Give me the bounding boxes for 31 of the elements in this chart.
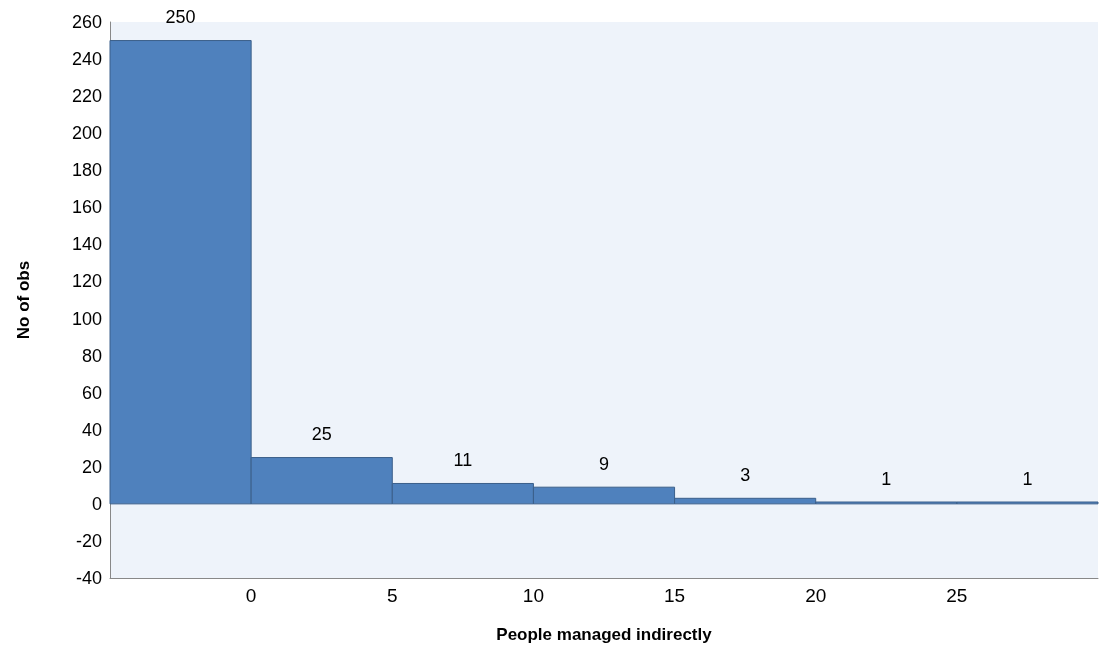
data-label: 250 [165, 7, 196, 28]
x-axis-title: People managed indirectly [496, 625, 713, 644]
y-tick-label: 0 [91, 493, 102, 514]
y-tick-label: 160 [71, 197, 102, 218]
data-label: 9 [598, 453, 610, 474]
y-tick-label: 80 [81, 345, 102, 366]
y-tick-label: 180 [71, 160, 102, 181]
x-tick-label: 5 [387, 585, 398, 606]
y-axis-title: No of obs [14, 260, 33, 340]
y-tick-label: 40 [81, 419, 102, 440]
y-tick-label: 100 [71, 308, 102, 329]
y-tick-label: -40 [75, 568, 102, 588]
y-tick-label: -20 [75, 530, 102, 551]
data-label: 3 [740, 464, 751, 485]
y-tick-label: 20 [81, 456, 102, 477]
data-label: 1 [1022, 468, 1033, 489]
y-tick-label: 200 [71, 123, 102, 144]
y-tick-label: 120 [71, 271, 102, 292]
y-tick-label: 60 [81, 382, 102, 403]
y-tick-label: 140 [71, 234, 102, 255]
x-tick-label: 25 [946, 585, 968, 606]
x-tick-label: 10 [522, 585, 544, 606]
data-label: 11 [453, 449, 473, 470]
y-tick-label: 220 [71, 86, 102, 107]
y-tick-label: 260 [71, 12, 102, 32]
x-tick-label: 20 [805, 585, 827, 606]
data-label: 25 [311, 424, 332, 445]
x-tick-label: 15 [664, 585, 686, 606]
x-tick-label: 0 [245, 585, 257, 606]
y-tick-label: 240 [71, 49, 102, 70]
data-label: 1 [881, 468, 892, 489]
